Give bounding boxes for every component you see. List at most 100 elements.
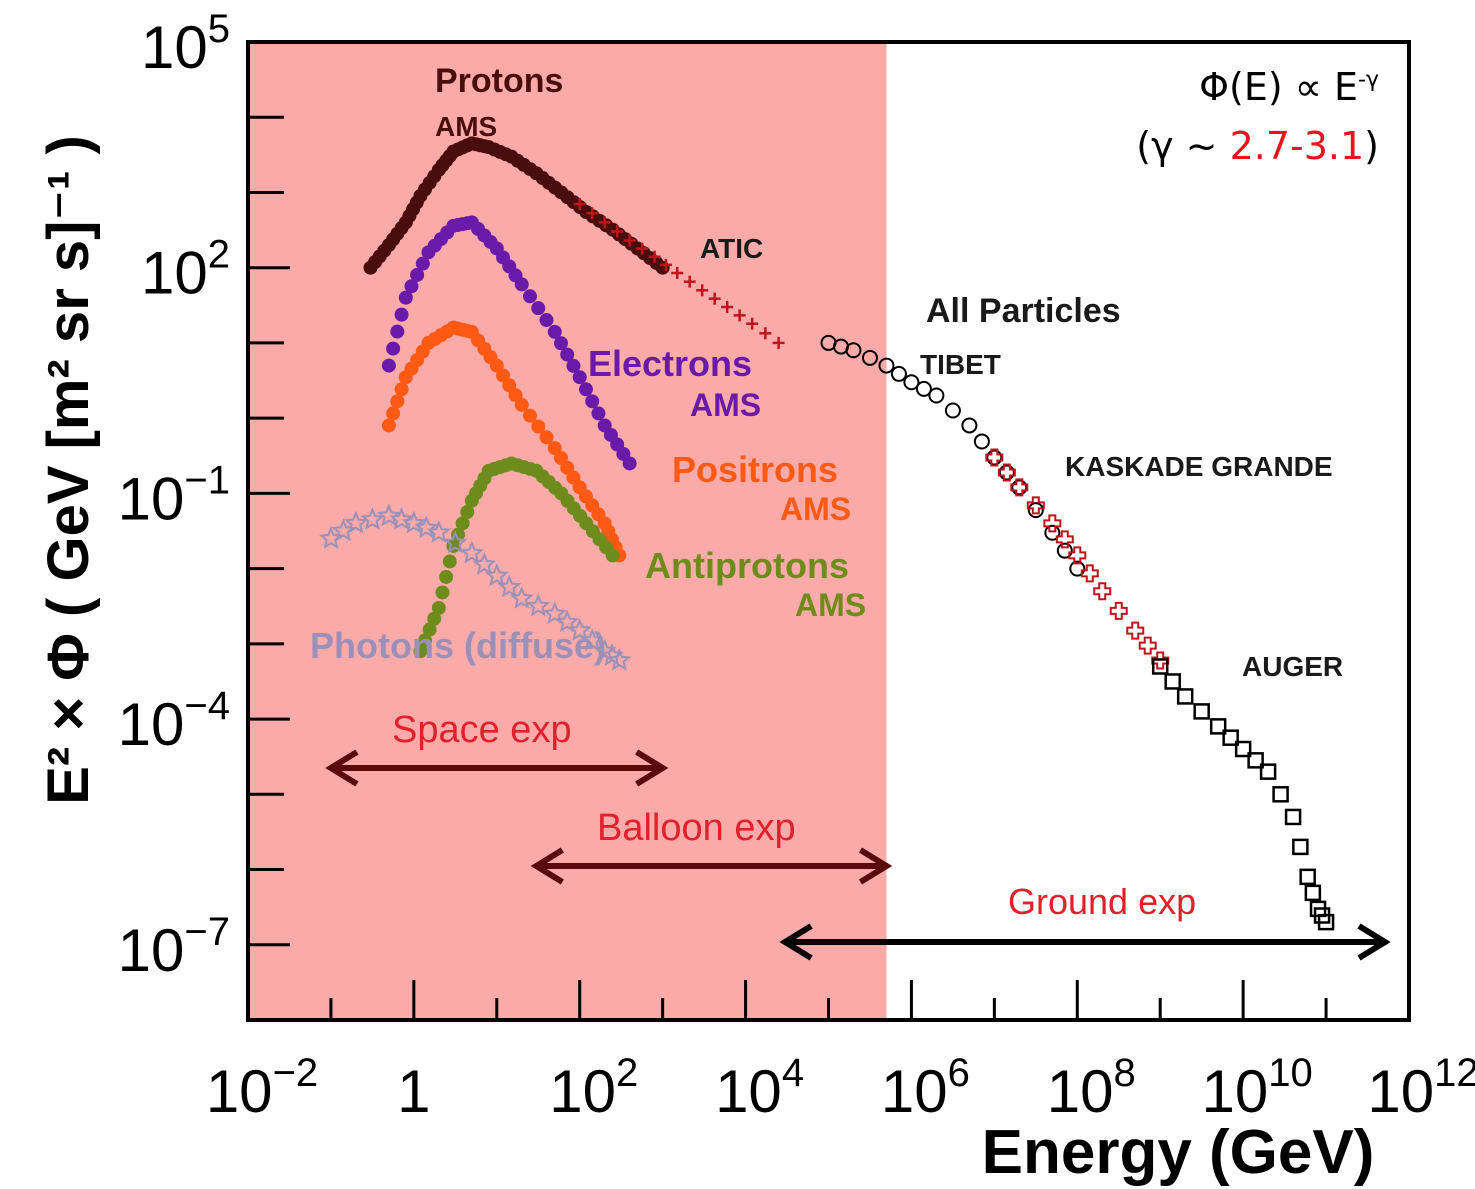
series-photons-diffuse- — [318, 503, 632, 671]
data-point — [1055, 530, 1074, 549]
data-point — [542, 601, 567, 625]
x-tick-label: 102 — [549, 1051, 638, 1125]
data-point — [394, 307, 409, 322]
data-point — [572, 370, 587, 385]
data-point — [451, 527, 466, 542]
space-balloon-region — [248, 42, 887, 1020]
data-point — [622, 456, 637, 471]
data-point — [439, 569, 454, 584]
data-point — [1304, 884, 1322, 902]
y-tick-label: 10−1 — [118, 458, 230, 532]
data-point — [539, 313, 554, 328]
data-point — [443, 530, 468, 554]
data-point — [410, 267, 425, 282]
data-point — [381, 358, 396, 373]
y-tick-label: 10−7 — [118, 910, 230, 984]
data-point — [390, 324, 405, 339]
data-point — [1056, 542, 1073, 559]
data-point — [986, 449, 1003, 466]
data-point — [1138, 636, 1157, 655]
data-point — [903, 374, 920, 391]
series-auger — [1151, 658, 1335, 931]
series-annotation: ATIC — [700, 233, 763, 264]
series-annotation: All Particles — [926, 292, 1121, 330]
series-annotation: TIBET — [920, 349, 1001, 380]
data-point — [553, 336, 568, 351]
data-point — [386, 406, 401, 421]
data-point — [985, 448, 1004, 467]
series-annotation: AMS — [795, 587, 866, 623]
range-arrow-head-left — [779, 923, 813, 961]
data-point — [1027, 502, 1044, 519]
data-point — [1247, 752, 1264, 769]
data-point — [1299, 868, 1316, 886]
x-tick-label: 1 — [397, 1058, 430, 1125]
series-annotation: Protons — [435, 62, 563, 100]
tick-layer: 105 102 10−1 10−4 10−7 10−2 1 102 104 106 108 1010 1… — [118, 7, 1475, 1125]
data-point — [460, 504, 475, 519]
gamma-line: (γ ~ 2.7-3.1) — [1136, 117, 1379, 176]
series-electrons-ams — [381, 215, 637, 471]
label-layer: Protons AMS ATIC All Particles TIBET Electron… — [310, 62, 1343, 922]
range-arrow — [325, 749, 669, 787]
range-arrow-head-left — [530, 847, 564, 885]
series-annotation: Antiprotons — [645, 545, 849, 586]
data-point — [497, 574, 522, 598]
data-point — [381, 418, 396, 433]
plot-frame — [246, 40, 1411, 1022]
arrow-layer — [325, 749, 1391, 961]
data-point — [1011, 479, 1028, 496]
data-point — [1272, 786, 1289, 803]
series-annotation: AUGER — [1242, 651, 1343, 682]
data-point — [961, 417, 978, 434]
data-point — [459, 540, 484, 564]
data-point — [472, 551, 497, 575]
data-point — [343, 510, 368, 534]
data-point — [514, 277, 529, 292]
data-point — [414, 515, 439, 539]
series-annotation: Ground exp — [1008, 881, 1196, 922]
data-point — [890, 365, 907, 382]
data-point — [1043, 514, 1062, 533]
data-point — [415, 256, 430, 271]
data-point — [422, 622, 437, 637]
data-point — [418, 633, 433, 648]
series-annotation: Space exp — [392, 709, 572, 751]
series-kaskade-grande — [985, 448, 1170, 670]
data-point — [861, 349, 878, 366]
data-point — [1176, 688, 1194, 705]
series-annotation: AMS — [690, 387, 761, 423]
formula-main: Φ(E) ∝ E — [1199, 65, 1359, 109]
y-tick-label: 10−4 — [118, 684, 230, 758]
formula-line: Φ(E) ∝ E-γ — [1136, 58, 1379, 117]
data-point — [1126, 621, 1145, 640]
data-point — [442, 554, 457, 569]
series-annotation: AMS — [435, 111, 497, 142]
series-layer — [318, 136, 1335, 931]
spectral-index-note: Φ(E) ∝ E-γ (γ ~ 2.7-3.1) — [1136, 58, 1379, 176]
data-point — [1234, 740, 1252, 758]
data-point — [526, 593, 551, 617]
series-annotation: AMS — [780, 491, 851, 527]
x-tick-label: 106 — [881, 1051, 970, 1125]
data-point — [1292, 838, 1309, 856]
data-point — [404, 279, 419, 294]
data-point — [531, 301, 546, 316]
range-arrow-head-right — [1357, 923, 1391, 961]
data-point — [435, 585, 450, 600]
data-point — [1026, 496, 1045, 515]
data-point — [360, 507, 385, 530]
data-point — [1044, 524, 1061, 541]
data-point — [401, 510, 426, 534]
data-point — [998, 464, 1015, 481]
data-point — [555, 609, 580, 633]
gamma-open: (γ ~ — [1136, 123, 1230, 168]
data-point — [1317, 913, 1335, 931]
x-axis-title: Energy (GeV) — [982, 1118, 1375, 1187]
data-point — [531, 419, 546, 434]
data-point — [1093, 582, 1112, 601]
data-point — [585, 394, 600, 409]
data-point — [578, 382, 593, 397]
data-point — [431, 600, 446, 615]
